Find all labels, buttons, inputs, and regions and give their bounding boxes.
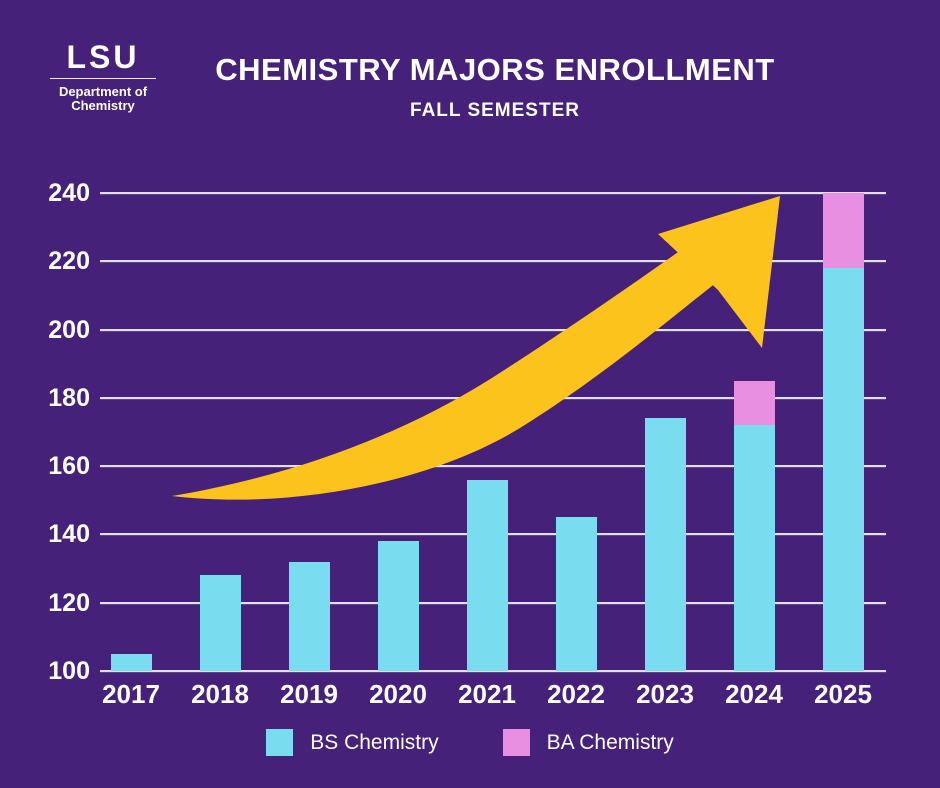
bar-bs-2019 [288, 561, 330, 671]
gridline-y240 [100, 192, 886, 194]
x-axis-label-2021: 2021 [458, 679, 516, 709]
bar-bs-2021 [466, 479, 508, 671]
bar-bs-2023 [644, 418, 686, 671]
x-axis-label-2022: 2022 [547, 679, 605, 709]
y-axis-label-200: 200 [48, 315, 90, 344]
logo-dept-line1: Department of [58, 84, 148, 99]
legend-item-bs-chemistry: BS Chemistry [266, 729, 439, 756]
x-axis-label-2024: 2024 [725, 679, 783, 709]
y-axis-label-140: 140 [48, 520, 90, 549]
y-axis-label-100: 100 [48, 657, 90, 685]
logo-divider [50, 78, 156, 79]
y-axis-label-160: 160 [48, 452, 90, 481]
bar-bs-2018 [199, 575, 241, 671]
y-axis-label-240: 240 [48, 179, 90, 207]
logo-dept-line2: Chemistry [71, 98, 135, 113]
x-axis-label-2020: 2020 [369, 679, 427, 709]
legend-label: BA Chemistry [546, 730, 674, 754]
x-axis-label-2017: 2017 [102, 679, 160, 709]
gridline-y220 [100, 260, 886, 263]
legend-label: BS Chemistry [310, 730, 439, 754]
x-axis-label-2023: 2023 [636, 679, 694, 709]
legend-item-ba-chemistry: BA Chemistry [502, 729, 674, 756]
gridline-y200 [100, 328, 886, 331]
x-axis-label-2019: 2019 [280, 679, 338, 709]
lsu-wordmark: LSU [66, 39, 140, 75]
trend-arrow-icon [172, 196, 780, 500]
chart-title: CHEMISTRY MAJORS ENROLLMENT [215, 52, 775, 87]
x-axis-label-2018: 2018 [191, 679, 249, 709]
lsu-logo: LSU Department of Chemistry [48, 39, 158, 113]
legend-swatch-icon [502, 729, 530, 756]
y-axis-label-220: 220 [48, 247, 90, 276]
chart-subtitle: FALL SEMESTER [410, 100, 580, 121]
bar-ba-2025 [822, 193, 864, 269]
bar-bs-2024 [733, 425, 775, 671]
legend-swatch-icon [266, 729, 294, 756]
bar-bs-2020 [377, 541, 419, 671]
bar-ba-2024 [733, 380, 775, 426]
x-axis-label-2025: 2025 [814, 679, 872, 709]
gridline-y100 [100, 670, 886, 672]
gridline-y160 [100, 465, 886, 468]
title-block: CHEMISTRY MAJORS ENROLLMENT FALL SEMESTE… [50, 52, 940, 122]
y-axis-label-180: 180 [48, 383, 90, 412]
bar-bs-2017 [110, 653, 152, 671]
bar-bs-2022 [555, 517, 597, 671]
y-axis-label-120: 120 [48, 588, 90, 617]
legend: BS Chemistry BA Chemistry [0, 729, 940, 756]
bar-bs-2025 [822, 268, 864, 671]
